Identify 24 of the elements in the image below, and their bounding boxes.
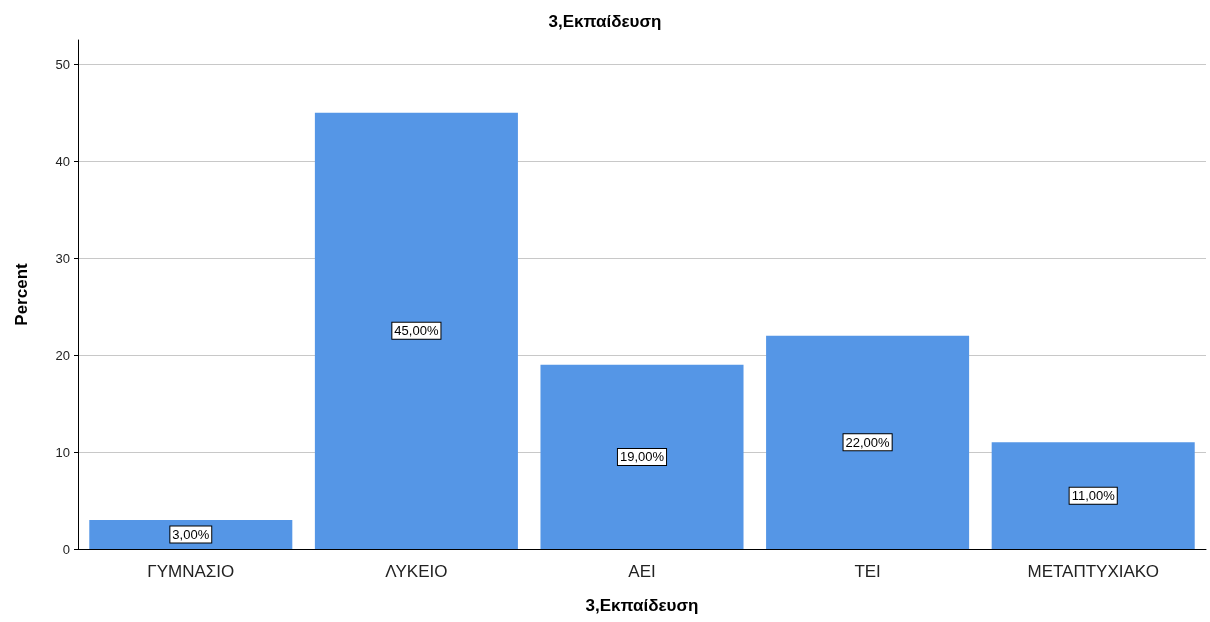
x-tick-label: ΓΥΜΝΑΣΙΟ bbox=[147, 562, 235, 581]
bar bbox=[540, 364, 744, 549]
y-tick-label: 30 bbox=[55, 250, 70, 266]
x-tick-label: ΑΕΙ bbox=[628, 562, 656, 581]
x-axis-title: 3,Εκπαίδευση bbox=[585, 596, 699, 615]
x-tick-label: ΜΕΤΑΠΤΥΧΙΑΚΟ bbox=[1027, 562, 1159, 581]
bar bbox=[991, 442, 1195, 549]
y-axis-title: Percent bbox=[12, 262, 31, 326]
y-tick-label: 40 bbox=[55, 153, 70, 169]
data-label: 45,00% bbox=[394, 323, 439, 339]
data-label: 3,00% bbox=[172, 526, 210, 542]
chart-title: 3,Εκπαίδευση bbox=[548, 12, 662, 31]
x-tick-label: ΤΕΙ bbox=[854, 562, 881, 581]
y-tick-label: 10 bbox=[55, 444, 70, 460]
x-tick-label: ΛΥΚΕΙΟ bbox=[385, 562, 448, 581]
bar bbox=[766, 335, 970, 549]
y-tick-label: 20 bbox=[55, 347, 70, 363]
y-tick-label: 0 bbox=[62, 541, 70, 557]
bar bbox=[314, 112, 518, 549]
data-label: 11,00% bbox=[1071, 488, 1116, 504]
data-label: 22,00% bbox=[845, 434, 891, 450]
data-label: 19,00% bbox=[619, 449, 665, 465]
y-tick-label: 50 bbox=[55, 56, 70, 72]
bar bbox=[89, 519, 293, 549]
